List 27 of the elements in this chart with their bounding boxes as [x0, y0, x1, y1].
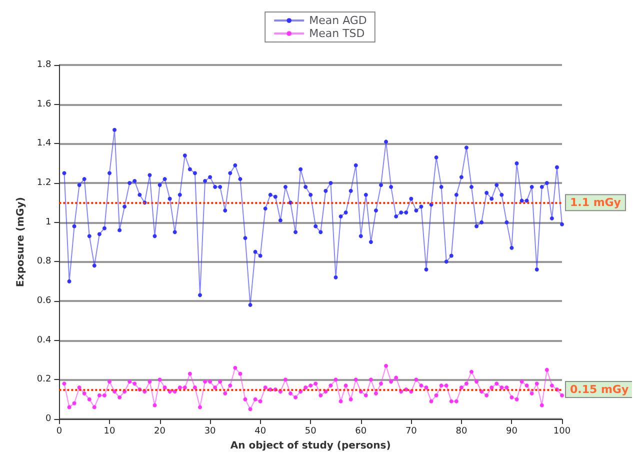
- x-tick-label: 0: [56, 426, 62, 436]
- x-tick-label: 50: [304, 426, 317, 436]
- y-tick-label: 0: [45, 414, 52, 424]
- y-tick-label: 1.4: [36, 138, 52, 149]
- x-tick-label: 100: [553, 426, 571, 436]
- y-tick-label: 1.8: [36, 60, 52, 70]
- x-tick-label: 30: [204, 426, 216, 436]
- x-tick-label: 70: [405, 426, 418, 436]
- y-tick-label: 0.8: [36, 256, 52, 267]
- y-tick-label: 1.6: [36, 99, 52, 110]
- x-axis-title: An object of study (persons): [230, 440, 391, 452]
- ref-line-label: 1.1 mGy: [570, 196, 621, 210]
- x-tick-label: 90: [506, 426, 518, 436]
- x-tick-label: 60: [355, 426, 367, 436]
- legend-label: Mean TSD: [309, 27, 365, 40]
- y-tick-label: 1.2: [36, 178, 52, 188]
- y-tick-label: 1: [45, 217, 52, 228]
- x-tick-label: 20: [154, 426, 166, 436]
- x-tick-label: 10: [104, 426, 116, 436]
- y-tick-label: 0.4: [36, 335, 52, 346]
- x-tick-label: 40: [254, 426, 266, 436]
- y-axis-title: Exposure (mGy): [16, 197, 26, 287]
- ref-line-label: 0.15 mGy: [570, 383, 629, 396]
- x-tick-label: 80: [456, 426, 468, 436]
- legend-label: Mean AGD: [309, 14, 367, 27]
- y-tick-label: 0.6: [36, 296, 52, 306]
- y-tick-label: 0.2: [36, 374, 52, 385]
